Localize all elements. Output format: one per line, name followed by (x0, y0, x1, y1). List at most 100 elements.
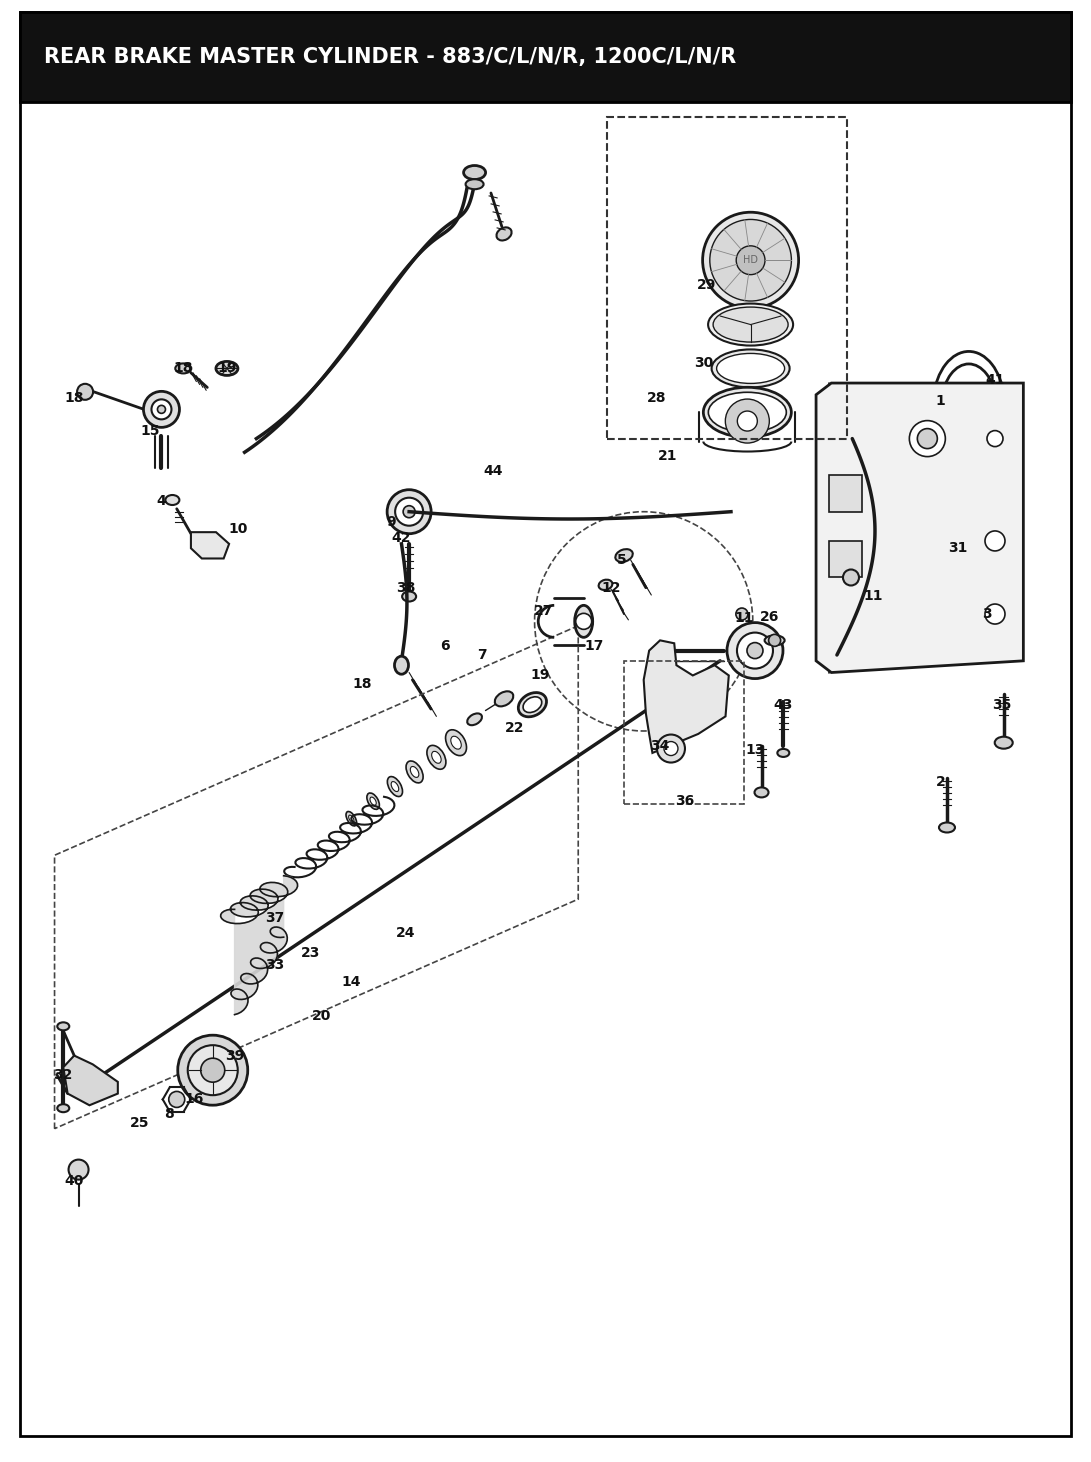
Ellipse shape (349, 816, 353, 822)
Circle shape (736, 246, 765, 275)
Text: 26: 26 (759, 610, 779, 624)
Ellipse shape (58, 1104, 69, 1113)
Circle shape (910, 421, 945, 456)
Circle shape (769, 635, 780, 646)
Text: 12: 12 (601, 580, 621, 595)
Bar (624, 661, 744, 804)
Ellipse shape (939, 823, 955, 832)
Ellipse shape (392, 782, 398, 791)
Circle shape (395, 497, 423, 526)
Circle shape (918, 428, 937, 449)
Text: 36: 36 (675, 794, 695, 808)
Text: 2: 2 (936, 775, 945, 789)
Bar (829, 475, 862, 512)
Ellipse shape (445, 730, 467, 756)
Circle shape (985, 604, 1005, 624)
Ellipse shape (714, 307, 788, 342)
Ellipse shape (370, 797, 376, 806)
Text: 17: 17 (585, 639, 604, 654)
Text: 7: 7 (478, 648, 487, 662)
Text: 23: 23 (301, 946, 321, 961)
Polygon shape (220, 876, 298, 1015)
Ellipse shape (765, 636, 784, 645)
Circle shape (726, 399, 769, 443)
Polygon shape (993, 417, 1012, 453)
Ellipse shape (708, 304, 793, 345)
Circle shape (738, 411, 757, 431)
Ellipse shape (166, 496, 179, 504)
Ellipse shape (176, 364, 191, 373)
Text: 43: 43 (774, 697, 793, 712)
Text: 41: 41 (985, 373, 1005, 387)
Bar (20, 12, 1071, 102)
Text: 25: 25 (130, 1116, 149, 1130)
Ellipse shape (464, 165, 485, 180)
Ellipse shape (523, 697, 542, 712)
Text: 38: 38 (396, 580, 416, 595)
Circle shape (157, 405, 166, 414)
Bar (607, 117, 847, 439)
Circle shape (843, 570, 859, 585)
Text: 34: 34 (650, 738, 670, 753)
Text: 18: 18 (352, 677, 372, 692)
Text: 24: 24 (396, 925, 416, 940)
Text: 19: 19 (530, 668, 550, 683)
Circle shape (144, 392, 179, 427)
Text: REAR BRAKE MASTER CYLINDER - 883/C/L/N/R, 1200C/L/N/R: REAR BRAKE MASTER CYLINDER - 883/C/L/N/R… (44, 47, 736, 67)
Ellipse shape (995, 737, 1012, 749)
Circle shape (747, 643, 763, 658)
Ellipse shape (778, 749, 789, 757)
Polygon shape (644, 640, 729, 753)
Ellipse shape (518, 693, 547, 716)
Polygon shape (925, 417, 945, 453)
Ellipse shape (982, 509, 993, 520)
Ellipse shape (58, 1022, 69, 1031)
Text: 22: 22 (505, 721, 525, 735)
Circle shape (178, 1035, 248, 1105)
Circle shape (576, 614, 591, 629)
Text: 32: 32 (53, 1067, 73, 1082)
Text: 44: 44 (483, 463, 503, 478)
Circle shape (201, 1058, 225, 1082)
Polygon shape (191, 532, 229, 558)
Circle shape (387, 490, 431, 534)
Text: 19: 19 (217, 361, 237, 376)
Circle shape (738, 633, 772, 668)
Text: 13: 13 (745, 743, 765, 757)
Text: 20: 20 (312, 1009, 332, 1023)
Ellipse shape (427, 746, 446, 769)
Ellipse shape (496, 228, 512, 240)
Circle shape (77, 385, 93, 399)
Ellipse shape (615, 550, 633, 561)
Text: 9: 9 (386, 515, 395, 529)
Ellipse shape (717, 354, 784, 383)
Circle shape (169, 1092, 184, 1107)
Text: 33: 33 (265, 958, 285, 972)
Text: 5: 5 (618, 553, 626, 567)
Circle shape (987, 431, 1003, 446)
Ellipse shape (432, 751, 441, 763)
Text: 35: 35 (992, 697, 1011, 712)
Text: 15: 15 (141, 424, 160, 439)
Ellipse shape (495, 692, 513, 706)
Ellipse shape (708, 392, 787, 433)
Polygon shape (63, 1056, 118, 1105)
Text: 37: 37 (265, 911, 285, 925)
Ellipse shape (755, 788, 768, 797)
Ellipse shape (395, 656, 408, 674)
Text: 11: 11 (734, 611, 754, 626)
Text: 39: 39 (225, 1048, 244, 1063)
Ellipse shape (467, 713, 482, 725)
Text: 40: 40 (64, 1174, 84, 1189)
Ellipse shape (711, 349, 790, 387)
Ellipse shape (466, 180, 483, 189)
Text: 3: 3 (983, 607, 992, 621)
Text: HD: HD (743, 256, 758, 265)
Text: 21: 21 (658, 449, 678, 463)
Circle shape (703, 212, 799, 308)
Circle shape (736, 608, 747, 620)
Ellipse shape (403, 592, 416, 601)
Ellipse shape (216, 361, 238, 376)
Text: 10: 10 (228, 522, 248, 537)
Ellipse shape (410, 766, 419, 778)
